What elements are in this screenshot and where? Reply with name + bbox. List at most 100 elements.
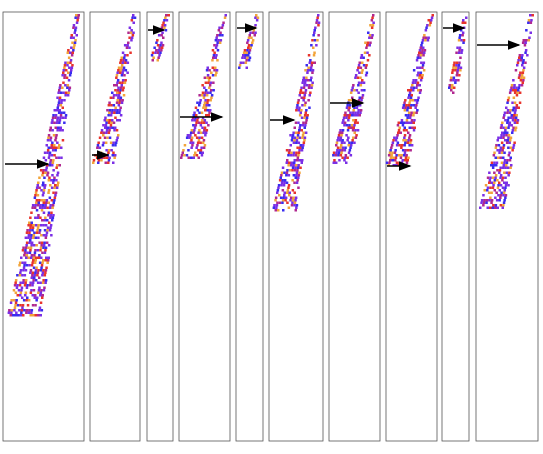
cell xyxy=(201,141,205,144)
cell xyxy=(341,131,344,134)
cell xyxy=(214,46,218,49)
cell xyxy=(52,169,55,172)
cell xyxy=(70,69,73,72)
cell xyxy=(50,211,53,214)
cell xyxy=(32,279,35,282)
cell xyxy=(393,151,397,154)
cell xyxy=(113,156,116,159)
cell xyxy=(530,19,533,22)
cell xyxy=(522,59,525,62)
cell xyxy=(490,191,493,194)
cell xyxy=(43,219,46,222)
cell xyxy=(65,76,69,79)
cell xyxy=(303,114,307,117)
cell xyxy=(114,154,117,157)
cell xyxy=(350,144,353,147)
cell xyxy=(56,106,59,109)
panel xyxy=(475,11,539,442)
cell xyxy=(391,151,394,154)
cell xyxy=(42,269,45,272)
cell xyxy=(357,91,360,94)
cell xyxy=(305,119,308,122)
cell xyxy=(27,236,30,239)
cell xyxy=(106,136,109,139)
cell xyxy=(34,224,38,227)
cell xyxy=(504,184,508,187)
cell xyxy=(490,181,493,184)
cell xyxy=(246,39,250,42)
cell xyxy=(250,44,253,47)
cell xyxy=(69,71,72,74)
cell xyxy=(405,104,408,107)
cell xyxy=(507,154,511,157)
cell xyxy=(351,129,355,132)
cell xyxy=(255,19,259,22)
cell xyxy=(100,156,104,159)
cell xyxy=(497,184,500,187)
cell xyxy=(453,61,456,64)
cell xyxy=(25,241,29,244)
cell xyxy=(198,101,202,104)
cell xyxy=(156,59,159,62)
cell xyxy=(497,144,501,147)
cell xyxy=(55,156,58,159)
cell xyxy=(41,274,44,277)
cell xyxy=(359,56,363,59)
cell xyxy=(278,194,281,197)
cell xyxy=(294,154,298,157)
cell xyxy=(419,56,422,59)
cell xyxy=(121,51,125,54)
cell xyxy=(211,74,215,77)
cell xyxy=(317,14,320,17)
cell xyxy=(309,59,312,62)
cell xyxy=(293,169,297,172)
cell xyxy=(61,86,64,89)
cell xyxy=(395,136,399,139)
cell xyxy=(48,151,52,154)
cell xyxy=(36,229,39,232)
cell xyxy=(501,149,504,152)
cell xyxy=(30,256,33,259)
cell xyxy=(501,131,504,134)
cell xyxy=(40,289,43,292)
cell xyxy=(395,144,399,147)
cell xyxy=(211,66,214,69)
cell xyxy=(414,79,418,82)
cell xyxy=(114,141,118,144)
cell xyxy=(38,286,41,289)
cell xyxy=(246,41,249,44)
cell xyxy=(294,121,298,124)
cell xyxy=(32,236,35,239)
cell xyxy=(111,119,114,122)
cell xyxy=(370,26,374,29)
cell xyxy=(128,26,132,29)
cell xyxy=(57,91,60,94)
cell xyxy=(291,201,294,204)
cell xyxy=(355,134,358,137)
cell xyxy=(512,96,516,99)
cell xyxy=(366,51,369,54)
cell xyxy=(509,89,512,92)
cell xyxy=(67,56,71,59)
cell xyxy=(335,141,339,144)
cell xyxy=(209,89,213,92)
cell xyxy=(98,146,102,149)
cell xyxy=(345,116,348,119)
cell xyxy=(29,236,33,239)
cell xyxy=(498,181,501,184)
cell xyxy=(389,159,392,162)
cell xyxy=(221,24,225,27)
cell xyxy=(10,311,13,314)
cell xyxy=(203,126,207,129)
cell xyxy=(74,16,77,19)
cell xyxy=(43,229,47,232)
cell xyxy=(36,184,39,187)
cell xyxy=(502,164,505,167)
cell xyxy=(353,121,357,124)
cell xyxy=(492,164,495,167)
cell xyxy=(60,111,63,114)
cell xyxy=(43,176,46,179)
cell xyxy=(63,76,66,79)
cell xyxy=(358,114,361,117)
cell xyxy=(353,106,356,109)
